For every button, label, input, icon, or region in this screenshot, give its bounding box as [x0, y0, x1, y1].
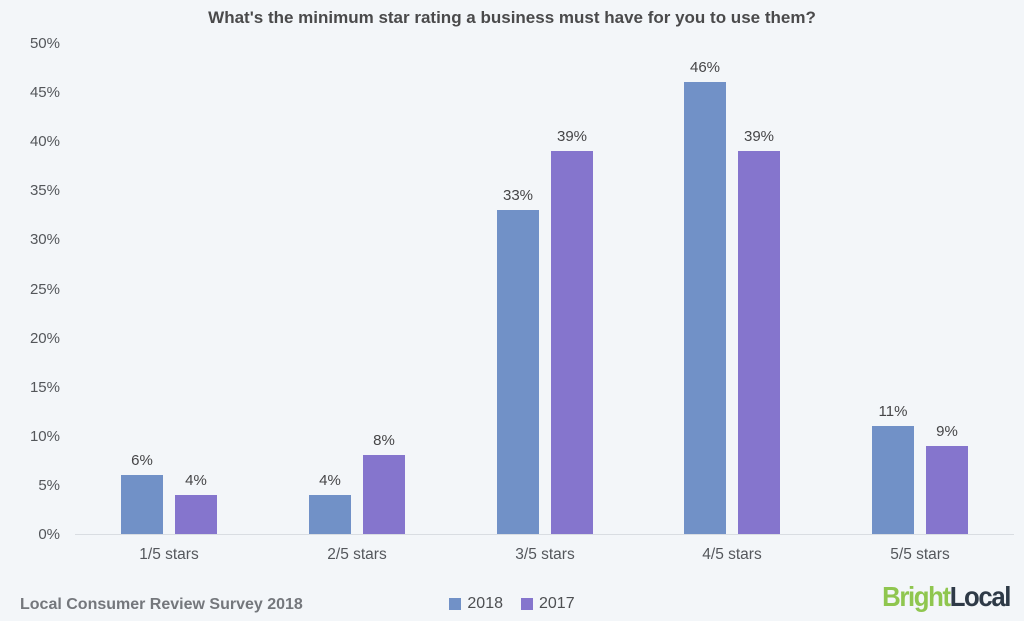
bar-value-label: 4% — [319, 472, 341, 489]
y-tick-label: 50% — [29, 35, 60, 52]
logo-part-bright: Bright — [882, 581, 951, 612]
bar-2017-3-5-stars — [551, 151, 593, 534]
bar-value-label: 8% — [373, 432, 395, 449]
bar-value-label: 39% — [556, 128, 588, 145]
bar-value-label: 9% — [936, 423, 958, 440]
bar-2018-3-5-stars — [497, 210, 539, 534]
y-tick-label: 15% — [29, 378, 60, 396]
bar-value-label: 46% — [689, 59, 721, 76]
legend: 2018 2017 — [0, 595, 1024, 613]
plot-area: 6% 4% 4% 8% 33% 39% 46% 39% 11% 9% — [75, 44, 1014, 535]
y-tick-label: 40% — [29, 133, 60, 151]
y-tick-label: 35% — [29, 182, 60, 200]
x-axis: 1/5 stars 2/5 stars 3/5 stars 4/5 stars 5/5 … — [75, 546, 1014, 570]
y-tick-label: 5% — [38, 476, 60, 494]
chart-title: What's the minimum star rating a busines… — [208, 8, 816, 27]
bar-value-label: 11% — [878, 403, 908, 420]
y-tick-label: 45% — [29, 84, 60, 102]
x-tick-label: 4/5 stars — [702, 546, 762, 563]
x-tick-label: 1/5 stars — [139, 546, 199, 563]
bar-2018-2-5-stars — [309, 495, 351, 534]
legend-swatch-icon — [449, 598, 462, 610]
bar-2017-2-5-stars — [363, 455, 405, 534]
x-tick-label: 2/5 stars — [327, 546, 387, 563]
y-tick-label: 10% — [29, 427, 60, 445]
legend-swatch-icon — [521, 598, 533, 610]
bar-2018-4-5-stars — [684, 82, 726, 534]
legend-item-2018: 2018 — [449, 595, 503, 613]
source-label: Local Consumer Review Survey 2018 — [20, 596, 303, 613]
bar-2017-1-5-stars — [175, 495, 217, 534]
bar-value-label: 33% — [502, 187, 534, 204]
legend-label: 2018 — [467, 595, 503, 612]
bar-value-label: 39% — [743, 128, 775, 145]
bar-2017-4-5-stars — [738, 151, 780, 534]
bar-value-label: 4% — [185, 472, 207, 489]
legend-label: 2017 — [539, 595, 575, 612]
x-tick-label: 5/5 stars — [890, 546, 950, 563]
legend-item-2017: 2017 — [521, 595, 575, 613]
y-tick-label: 25% — [29, 280, 60, 298]
y-tick-label: 20% — [29, 329, 60, 347]
bar-2018-5-5-stars — [872, 426, 914, 534]
bar-2018-1-5-stars — [121, 475, 163, 534]
bar-value-label: 6% — [131, 452, 153, 469]
y-tick-label: 0% — [38, 526, 60, 543]
y-axis: 0% 5% 10% 15% 20% 25% 30% 35% 40% 45% 50% — [0, 0, 60, 621]
brightlocal-logo: BrightLocal — [882, 581, 1012, 613]
bar-2017-5-5-stars — [926, 446, 968, 534]
x-tick-label: 3/5 stars — [515, 546, 575, 563]
y-tick-label: 30% — [29, 231, 60, 249]
logo-part-local: Local — [949, 581, 1012, 612]
